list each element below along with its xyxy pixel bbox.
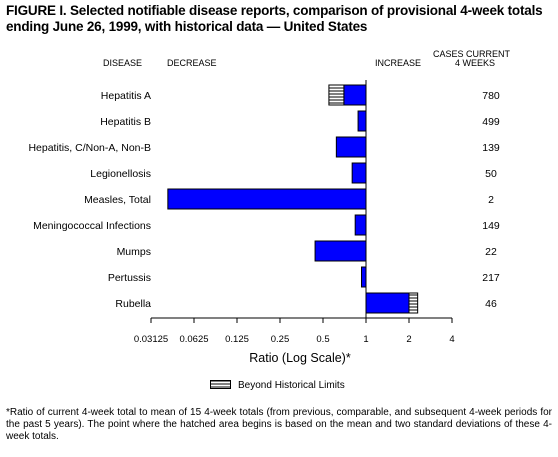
footnote: *Ratio of current 4-week total to mean o… (6, 407, 552, 442)
x-tick-label: 0.125 (225, 334, 249, 345)
category-label: Hepatitis B (100, 116, 151, 128)
category-label: Measles, Total (84, 194, 151, 206)
x-tick-label: 0.0625 (179, 334, 208, 345)
bar (351, 162, 367, 184)
category-label: Rubella (115, 298, 151, 310)
x-tick-label: 0.5 (316, 334, 329, 345)
cases-value: 499 (482, 116, 500, 128)
figure-title: FIGURE I. Selected notifiable disease re… (6, 3, 543, 34)
legend-swatch (210, 380, 231, 389)
cases-value: 22 (485, 246, 497, 258)
cases-value: 149 (482, 220, 500, 232)
bar (335, 136, 367, 158)
bar (314, 240, 367, 262)
x-axis-title: Ratio (Log Scale)* (249, 351, 351, 365)
header-disease: DISEASE (103, 58, 143, 68)
bar (354, 214, 367, 236)
header-decrease: DECREASE (167, 58, 217, 68)
bar (357, 110, 367, 132)
cases-value: 217 (482, 272, 500, 284)
category-label: Legionellosis (90, 168, 151, 180)
category-label: Hepatitis A (101, 90, 151, 102)
category-label: Meningococcal Infections (33, 220, 151, 232)
cases-value: 139 (482, 142, 500, 154)
category-label: Hepatitis, C/Non-A, Non-B (28, 142, 151, 154)
legend-label: Beyond Historical Limits (238, 380, 345, 391)
header-4-weeks: 4 WEEKS (455, 58, 496, 68)
x-tick-label: 2 (406, 334, 411, 345)
cases-value: 50 (485, 168, 497, 180)
x-tick-label: 0.25 (271, 334, 290, 345)
header-increase: INCREASE (375, 58, 422, 68)
cases-value: 2 (488, 194, 494, 206)
chart-area: Hepatitis A 780 Hepatitis B 499 Hepatitis, C… (28, 80, 500, 365)
x-tick-label: 1 (363, 334, 368, 345)
category-label: Mumps (117, 246, 151, 258)
x-tick-label: 0.03125 (134, 334, 168, 345)
bar (365, 292, 410, 314)
bar (360, 266, 367, 288)
header-cases-current: CASES CURRENT (433, 49, 511, 59)
cases-value: 780 (482, 90, 500, 102)
cases-value: 46 (485, 298, 497, 310)
bar (167, 188, 367, 210)
bar (343, 84, 367, 106)
category-label: Pertussis (108, 272, 151, 284)
x-tick-label: 4 (449, 334, 454, 345)
bar-beyond-limits (408, 292, 419, 314)
bar-beyond-limits (328, 84, 345, 106)
